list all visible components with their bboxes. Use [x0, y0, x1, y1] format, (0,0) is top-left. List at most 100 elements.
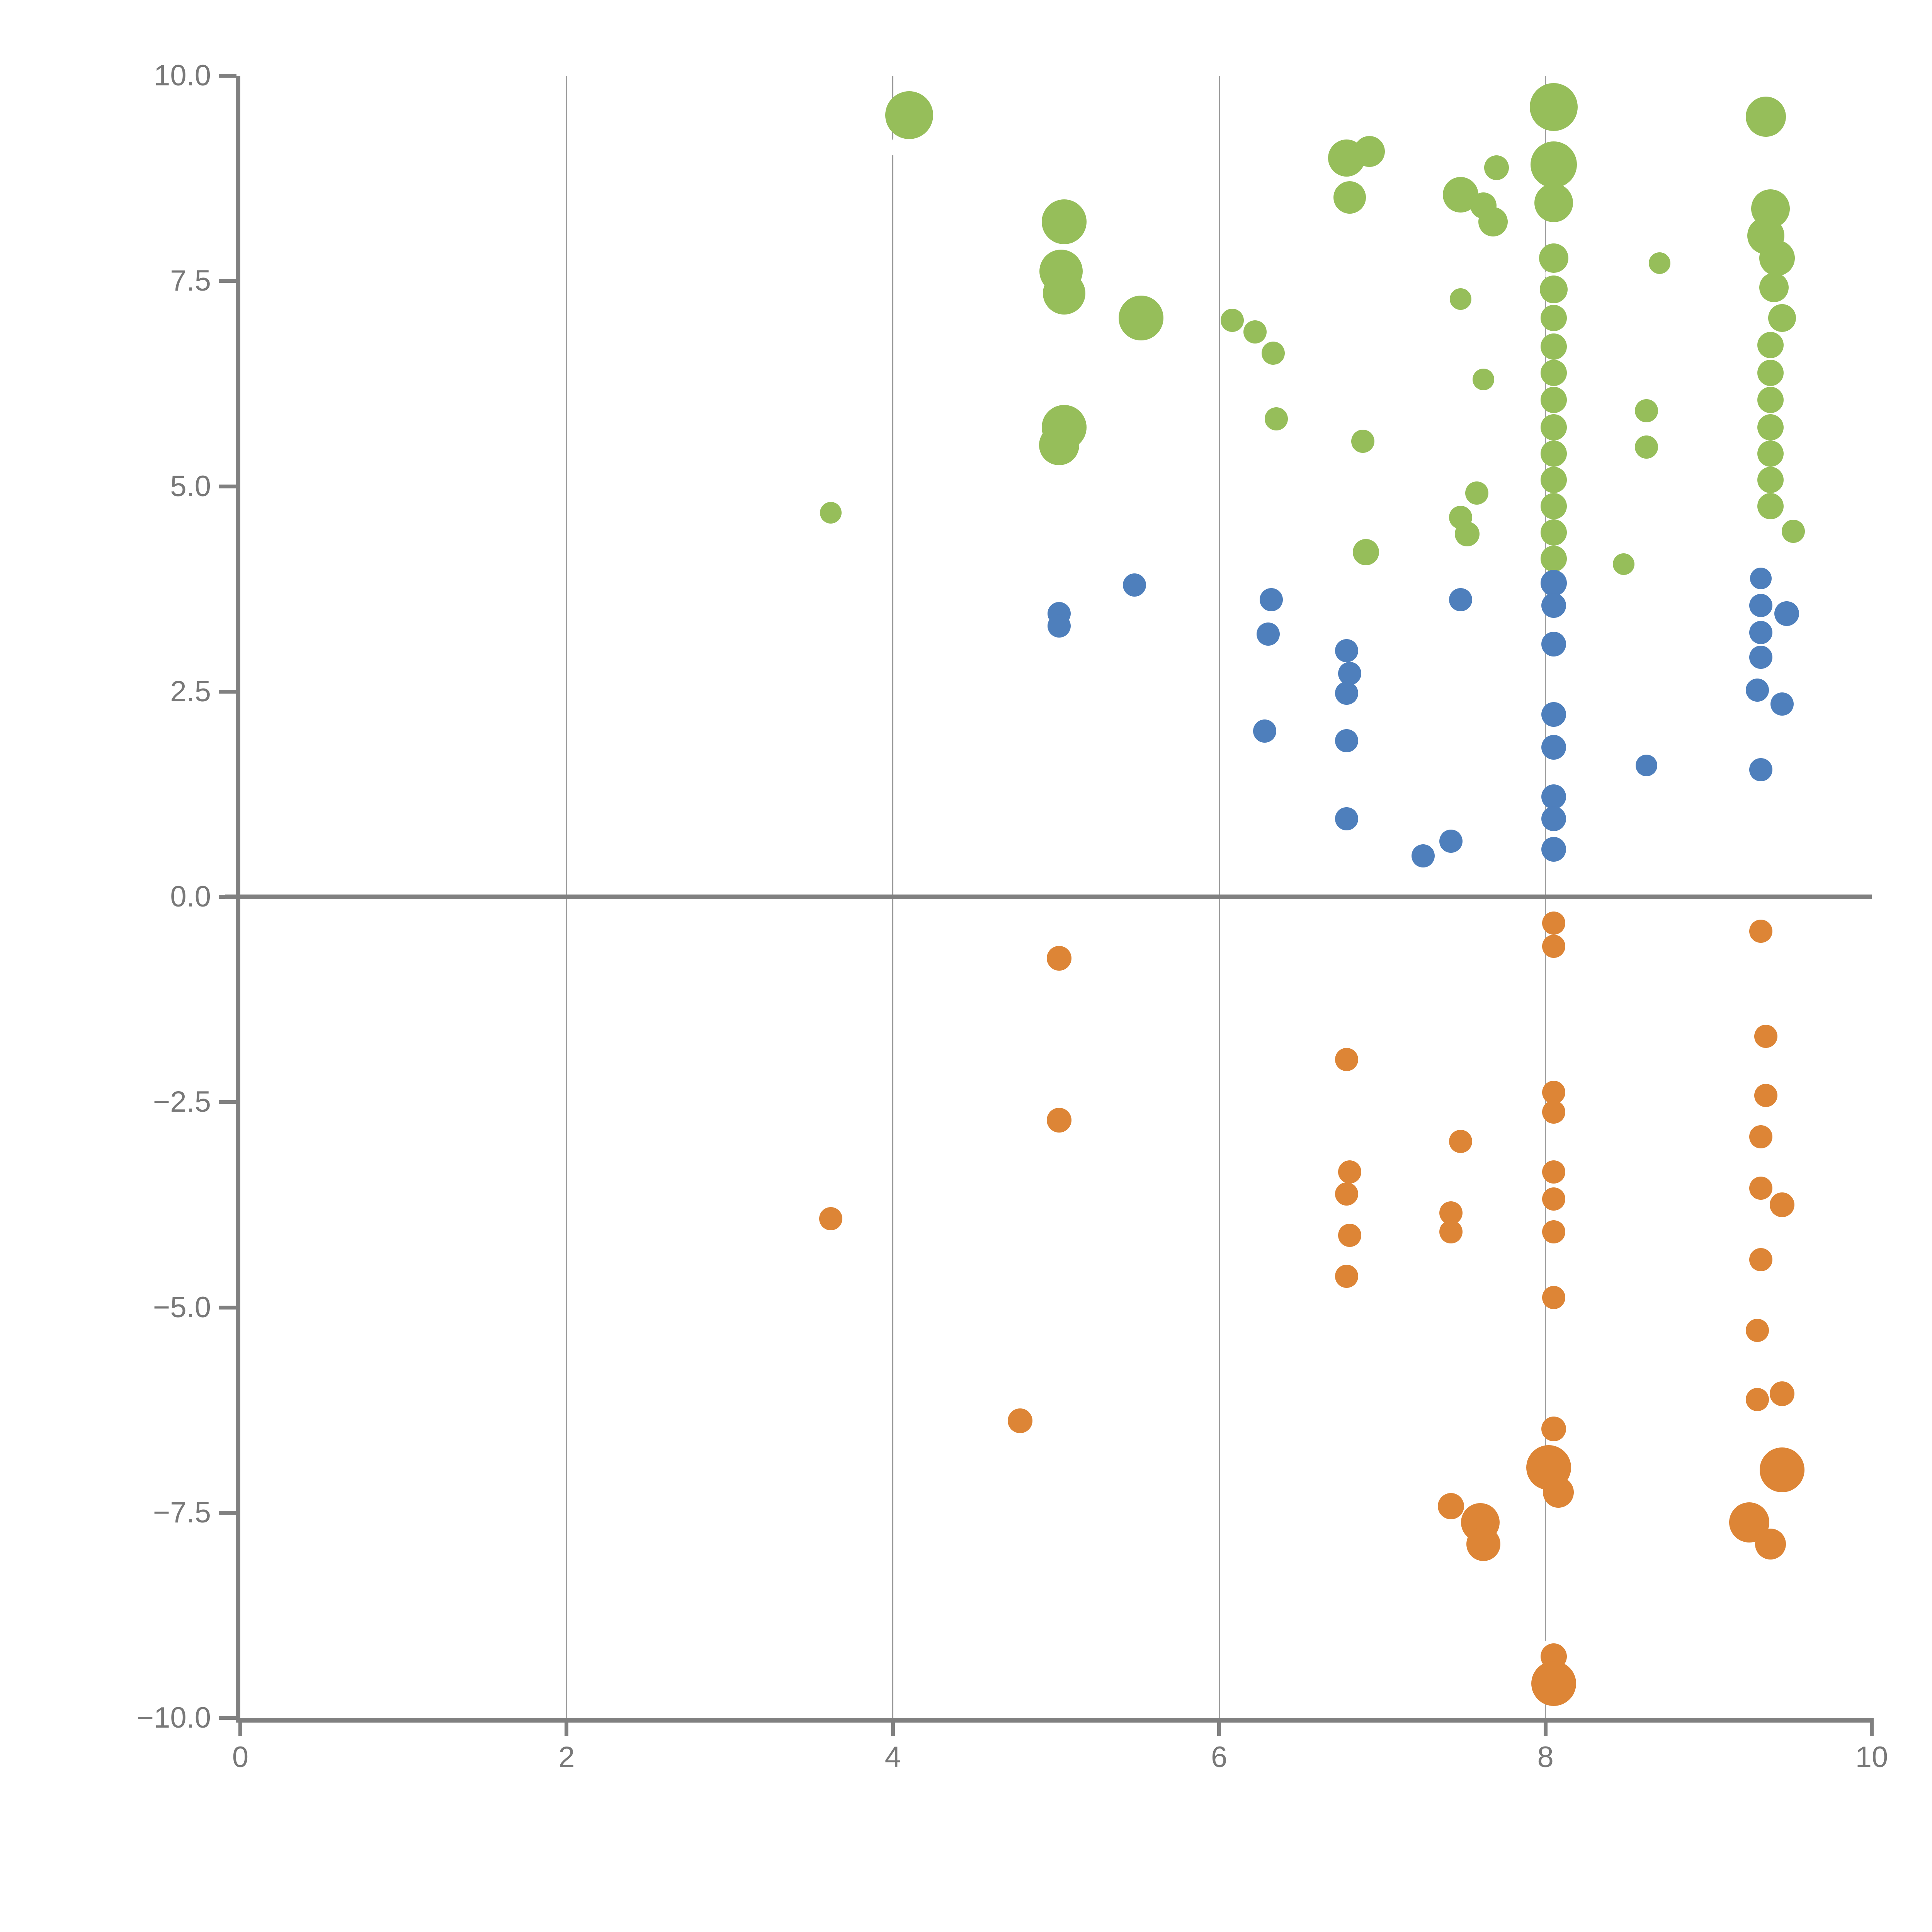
data-point[interactable] — [1253, 719, 1277, 743]
data-point[interactable] — [1754, 1084, 1777, 1107]
data-point[interactable] — [1769, 1192, 1794, 1217]
data-point[interactable] — [1529, 83, 1578, 131]
data-point[interactable] — [1636, 755, 1658, 776]
data-point[interactable] — [1749, 621, 1772, 644]
data-point[interactable] — [1338, 662, 1361, 685]
data-point[interactable] — [1540, 387, 1567, 413]
data-point[interactable] — [1769, 1381, 1794, 1406]
data-point[interactable] — [1768, 304, 1796, 332]
data-point[interactable] — [1439, 829, 1463, 853]
data-point[interactable] — [1048, 614, 1071, 638]
data-point[interactable] — [1749, 920, 1772, 943]
data-point[interactable] — [1754, 1025, 1777, 1048]
data-point[interactable] — [1118, 295, 1163, 340]
data-point[interactable] — [1541, 806, 1566, 832]
data-point[interactable] — [1042, 199, 1087, 245]
data-point[interactable] — [1543, 1476, 1574, 1508]
data-point[interactable] — [1039, 425, 1080, 466]
data-point[interactable] — [1540, 304, 1567, 331]
data-point[interactable] — [1531, 1661, 1576, 1706]
data-point[interactable] — [1757, 466, 1784, 493]
data-point[interactable] — [1539, 243, 1568, 273]
data-point[interactable] — [1256, 622, 1280, 646]
data-point[interactable] — [1540, 519, 1567, 546]
data-point[interactable] — [1540, 570, 1567, 597]
data-point[interactable] — [1530, 141, 1577, 188]
data-point[interactable] — [1542, 1187, 1565, 1211]
data-point[interactable] — [1335, 1264, 1358, 1288]
data-point[interactable] — [1450, 288, 1472, 310]
data-point[interactable] — [1353, 539, 1379, 565]
data-point[interactable] — [1335, 729, 1358, 753]
data-point[interactable] — [1333, 181, 1366, 214]
data-point[interactable] — [1540, 493, 1567, 519]
data-point[interactable] — [1542, 1160, 1565, 1184]
data-point[interactable] — [1757, 414, 1784, 440]
data-point[interactable] — [1473, 369, 1495, 391]
data-point[interactable] — [1770, 692, 1794, 716]
data-point[interactable] — [1542, 912, 1565, 935]
data-point[interactable] — [1759, 1447, 1804, 1493]
data-point[interactable] — [819, 1207, 843, 1230]
data-point[interactable] — [1540, 333, 1567, 360]
data-point[interactable] — [1759, 240, 1795, 276]
data-point[interactable] — [1534, 184, 1573, 223]
data-point[interactable] — [1541, 1417, 1566, 1441]
data-point[interactable] — [1757, 387, 1784, 413]
data-point[interactable] — [1749, 1125, 1772, 1148]
data-point[interactable] — [1261, 342, 1285, 365]
data-point[interactable] — [1541, 735, 1566, 760]
data-point[interactable] — [1540, 360, 1567, 386]
data-point[interactable] — [1757, 440, 1784, 467]
data-point[interactable] — [1047, 946, 1072, 971]
data-point[interactable] — [1541, 837, 1566, 862]
data-point[interactable] — [1335, 1182, 1358, 1206]
data-point[interactable] — [1755, 1528, 1786, 1560]
data-point[interactable] — [1540, 466, 1567, 493]
data-point[interactable] — [1759, 273, 1789, 303]
data-point[interactable] — [1449, 1130, 1473, 1153]
data-point[interactable] — [1122, 573, 1146, 597]
data-point[interactable] — [1454, 521, 1480, 546]
data-point[interactable] — [1757, 332, 1784, 358]
data-point[interactable] — [1335, 1048, 1358, 1071]
data-point[interactable] — [820, 502, 842, 524]
data-point[interactable] — [1749, 594, 1772, 617]
data-point[interactable] — [1264, 407, 1288, 431]
data-point[interactable] — [1439, 1220, 1463, 1243]
data-point[interactable] — [1635, 399, 1658, 422]
data-point[interactable] — [1243, 320, 1267, 344]
data-point[interactable] — [1749, 645, 1772, 669]
data-point[interactable] — [1047, 1108, 1072, 1133]
data-point[interactable] — [1335, 807, 1358, 831]
data-point[interactable] — [1542, 1100, 1565, 1124]
data-point[interactable] — [1782, 520, 1805, 543]
data-point[interactable] — [1220, 309, 1244, 332]
data-point[interactable] — [1540, 440, 1567, 467]
data-point[interactable] — [1746, 1388, 1769, 1411]
data-point[interactable] — [1635, 435, 1658, 459]
data-point[interactable] — [1746, 1319, 1769, 1342]
data-point[interactable] — [1749, 758, 1772, 781]
data-point[interactable] — [1539, 275, 1568, 303]
data-point[interactable] — [1484, 155, 1509, 180]
data-point[interactable] — [1540, 545, 1567, 572]
data-point[interactable] — [1338, 1223, 1361, 1247]
data-point[interactable] — [1354, 136, 1385, 167]
data-point[interactable] — [1260, 588, 1283, 611]
data-point[interactable] — [1478, 207, 1508, 237]
data-point[interactable] — [1043, 272, 1086, 315]
data-point[interactable] — [1750, 567, 1772, 589]
data-point[interactable] — [1757, 493, 1784, 519]
data-point[interactable] — [1449, 588, 1473, 611]
data-point[interactable] — [1335, 639, 1358, 662]
data-point[interactable] — [1541, 784, 1566, 809]
data-point[interactable] — [1542, 1286, 1565, 1309]
data-point[interactable] — [1351, 429, 1374, 453]
data-point[interactable] — [1542, 934, 1565, 958]
data-point[interactable] — [1541, 593, 1566, 618]
data-point[interactable] — [1338, 1160, 1361, 1184]
data-point[interactable] — [1613, 553, 1635, 575]
data-point[interactable] — [1746, 678, 1769, 702]
data-point[interactable] — [1437, 1493, 1464, 1519]
